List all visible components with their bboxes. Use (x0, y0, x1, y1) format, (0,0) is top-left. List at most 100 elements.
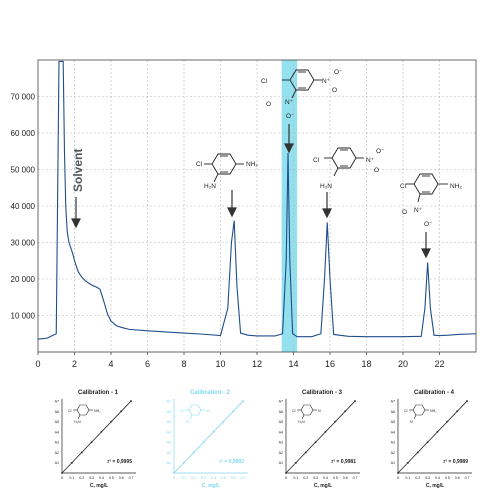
x-tick-label: 6 (145, 359, 150, 369)
cal-x-tick: 0.5 (445, 476, 450, 480)
cal-ring (300, 404, 314, 416)
calibration-panel-4: Calibration - 4 A1 A2 A3 A4 A5 A6 A7 0 0.1 0.2 0.3 0… (391, 390, 472, 489)
solvent-arrow (71, 197, 81, 229)
cal-y-tick: A2 (279, 451, 283, 455)
cal-y-tick: A1 (279, 461, 283, 465)
cal-x-tick: 0.7 (353, 476, 358, 480)
y-tick-label: 50 000 (11, 166, 36, 175)
cal-structure-label: H₂N (298, 420, 305, 424)
cal-x-tick: 0.5 (221, 476, 226, 480)
cal-y-tick: A1 (55, 461, 59, 465)
cal-r2: r² = 0,9992 (219, 459, 244, 465)
cal-x-label: C, mg/L (426, 483, 444, 489)
x-tick-label: 16 (325, 359, 335, 369)
structure-2-o-bottom: O⁻ (286, 113, 295, 120)
cal-point (222, 420, 225, 423)
cal-y-tick: A2 (391, 451, 395, 455)
cal-x-tick: 0.6 (455, 476, 460, 480)
cal-x-tick: 0 (285, 476, 287, 480)
arrow-peak-3 (322, 192, 332, 219)
structure-4-o: O (402, 209, 407, 216)
cal-y-tick: A7 (55, 400, 59, 404)
cal-y-tick: A4 (279, 430, 283, 434)
cal-point (232, 410, 235, 413)
structure-3 (324, 147, 364, 177)
cal-point (70, 461, 73, 464)
cal-point (456, 410, 459, 413)
cal-y-tick: A4 (167, 430, 171, 434)
grid-lines (38, 60, 476, 352)
x-tick-label: 14 (288, 359, 298, 369)
cal-fit-line (173, 400, 244, 474)
cal-x-tick: 0.4 (211, 476, 216, 480)
x-tick-label: 4 (108, 359, 113, 369)
structure-2-o-left: O (266, 101, 271, 108)
cal-point (446, 420, 449, 423)
cal-structure (409, 404, 429, 420)
x-tick-label: 20 (398, 359, 408, 369)
cal-structure-label: NH₂ (94, 409, 101, 413)
cal-structure-label: Cl (68, 409, 72, 413)
cal-x-tick: 0.4 (435, 476, 440, 480)
cal-x-tick: 0.2 (79, 476, 84, 480)
y-tick-label: 70 000 (11, 93, 36, 102)
cal-y-tick: A6 (55, 410, 59, 414)
structure-1-nh2: NH₂ (246, 161, 258, 168)
y-tick-label: 20 000 (11, 275, 36, 284)
cal-y-tick: A1 (391, 461, 395, 465)
x-tick-label: 2 (72, 359, 77, 369)
cal-structure-label: NH₂ (430, 409, 437, 413)
y-tick-label: 30 000 (11, 239, 36, 248)
cal-y-tick: A3 (167, 441, 171, 445)
cal-fit-line (397, 400, 468, 474)
cal-x-tick: 0.2 (415, 476, 420, 480)
cal-structure-label: O⁻ (186, 420, 191, 424)
cal-point (90, 441, 93, 444)
cal-point (406, 461, 409, 464)
cal-y-tick: A5 (55, 420, 59, 424)
cal-point (212, 430, 215, 433)
cal-bond (189, 414, 193, 420)
cal-r2: r² = 0,9995 (107, 459, 132, 465)
cal-point (436, 430, 439, 433)
cal-r2: r² = 0,9989 (443, 459, 468, 465)
cal-structure-label: N (410, 420, 413, 424)
cal-y-tick: A5 (167, 420, 171, 424)
calibration-panel-3: Calibration - 3 A1 A2 A3 A4 A5 A6 A7 0 0.1 0.2 0.3 0… (279, 390, 360, 489)
structure-3-n: N⁺ (366, 157, 375, 164)
cal-y-tick: A7 (279, 400, 283, 404)
cal-y-tick: A6 (279, 410, 283, 414)
cal-x-label: C, mg/L (90, 483, 108, 489)
cal-structure-label: N (318, 409, 321, 413)
cal-point (334, 420, 337, 423)
cal-y-tick: A6 (167, 410, 171, 414)
cal-point (324, 430, 327, 433)
cal-bond (413, 414, 417, 420)
cal-point (304, 451, 307, 454)
chromatogram-trace (37, 60, 477, 340)
cal-y-tick: A2 (55, 451, 59, 455)
cal-ring (412, 404, 426, 416)
cal-ring (76, 404, 90, 416)
cal-structure (73, 404, 93, 420)
cal-point (314, 441, 317, 444)
cal-x-tick: 0 (173, 476, 175, 480)
cal-point (110, 420, 113, 423)
cal-x-tick: 0.2 (191, 476, 196, 480)
structure-4-cl: Cl (400, 183, 407, 190)
cal-y-tick: A7 (391, 400, 395, 404)
cal-point (242, 400, 244, 402)
cal-y-tick: A1 (167, 461, 171, 465)
cal-structure-label: Cl (404, 409, 408, 413)
cal-bond (77, 414, 81, 420)
structure-4-o-minus: O⁻ (424, 221, 433, 228)
structure-2-o-right: O⁻ (334, 69, 343, 76)
cal-x-tick: 0.5 (333, 476, 338, 480)
structure-4 (406, 173, 448, 203)
cal-y-tick: A5 (279, 420, 283, 424)
cal-x-tick: 0.7 (241, 476, 246, 480)
cal-point (182, 461, 185, 464)
cal-point (466, 400, 468, 402)
x-tick-label: 10 (215, 359, 225, 369)
structure-2 (282, 69, 322, 99)
